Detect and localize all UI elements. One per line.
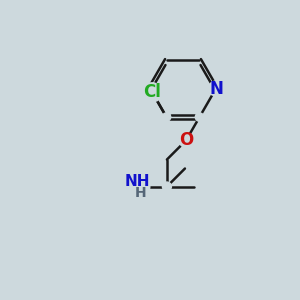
Circle shape [127,175,150,198]
Circle shape [143,83,162,102]
Text: O: O [179,131,193,149]
Circle shape [195,113,204,121]
Text: NH: NH [124,174,150,189]
Circle shape [162,182,171,191]
Text: H: H [135,186,147,200]
Circle shape [162,113,171,121]
Circle shape [208,81,224,96]
Text: N: N [209,80,223,98]
Text: Cl: Cl [143,83,161,101]
Circle shape [179,134,193,147]
